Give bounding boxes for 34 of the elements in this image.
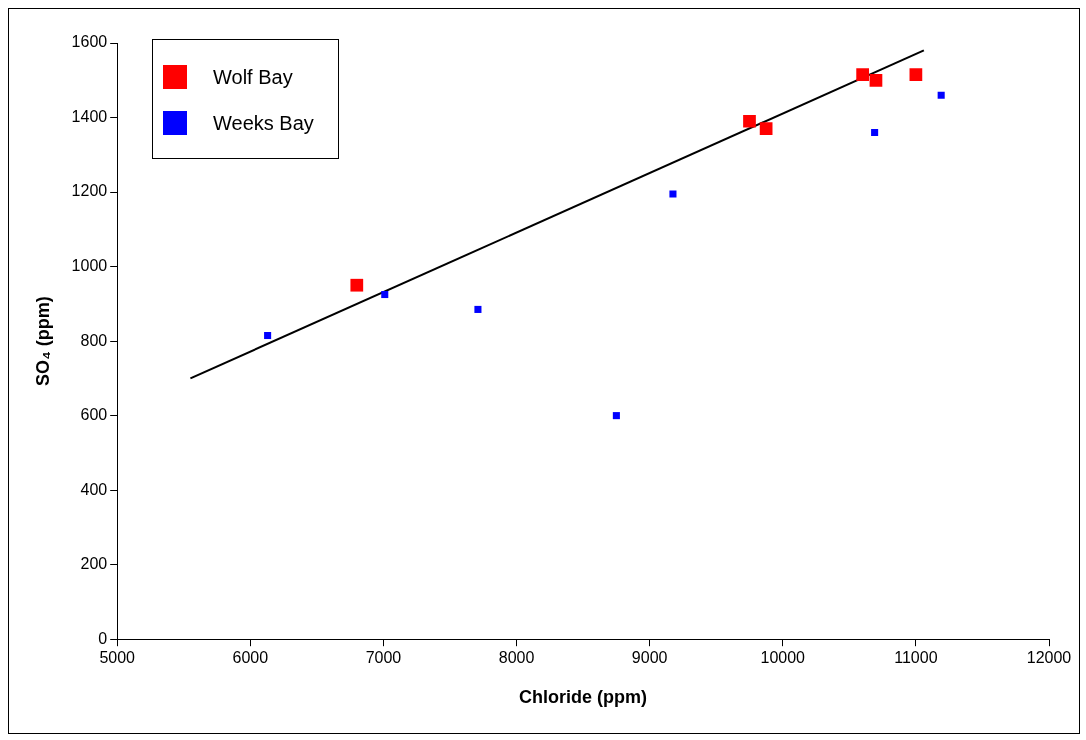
y-axis-title: SO₄ (ppm) <box>32 296 53 386</box>
point <box>871 128 879 136</box>
legend-label: Weeks Bay <box>213 111 314 135</box>
y-tick-label: 600 <box>80 406 108 424</box>
legend-label: Wolf Bay <box>213 65 293 89</box>
point <box>856 68 869 82</box>
x-tick-label: 8000 <box>498 649 535 667</box>
point <box>474 305 482 313</box>
x-tick-label: 9000 <box>631 649 668 667</box>
y-tick-label: 1400 <box>71 107 108 125</box>
x-axis-title: Chloride (ppm) <box>519 687 648 708</box>
y-tick-label: 1600 <box>71 33 108 51</box>
y-tick-label: 800 <box>80 331 108 349</box>
point <box>869 73 883 87</box>
y-tick-label: 1000 <box>71 256 108 274</box>
x-tick-label: 12000 <box>1026 649 1072 667</box>
y-tick-label: 200 <box>80 555 108 573</box>
x-tick-label: 5000 <box>99 649 136 667</box>
point <box>669 190 677 198</box>
point <box>381 290 389 299</box>
y-tick-label: 400 <box>80 480 108 498</box>
x-tick-label: 11000 <box>894 649 938 667</box>
y-tick-label: 0 <box>98 629 108 647</box>
y-tick-label: 1200 <box>71 182 108 200</box>
point <box>743 114 756 128</box>
x-tick-label: 7000 <box>365 649 402 667</box>
point <box>909 68 923 82</box>
x-tick-label: 10000 <box>760 649 806 667</box>
point <box>759 122 773 136</box>
point <box>612 412 620 420</box>
point <box>350 278 364 292</box>
point <box>937 91 945 99</box>
x-tick-label: 6000 <box>232 649 269 667</box>
point <box>264 331 272 340</box>
